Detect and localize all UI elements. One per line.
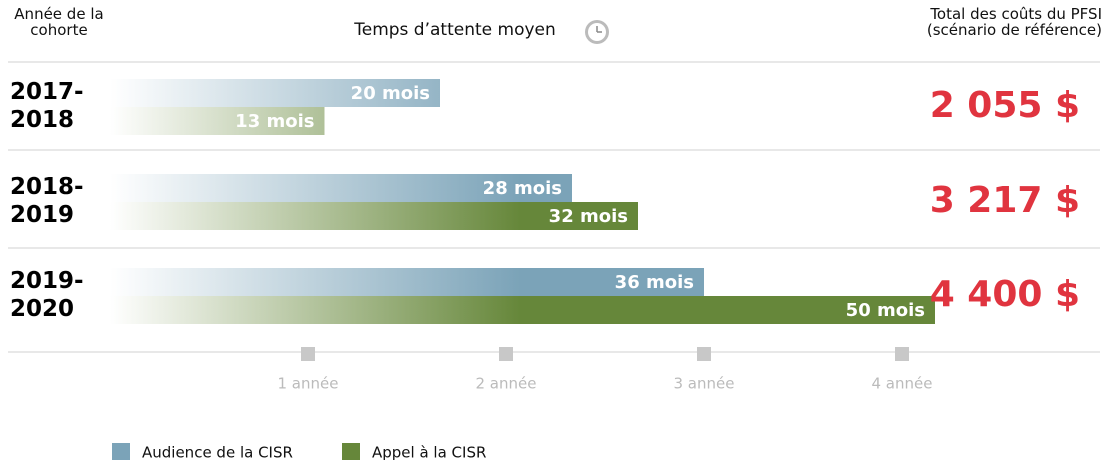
x-tick-label: 3 année (674, 375, 735, 393)
value-label: 13 mois (235, 111, 314, 132)
cohort-label: 2018-2019 (10, 174, 84, 228)
x-tick-label: 1 année (278, 375, 339, 393)
value-label: 36 mois (615, 272, 694, 293)
value-label: 50 mois (846, 300, 925, 321)
clock-icon (585, 20, 609, 44)
x-tick-label: 2 année (476, 375, 537, 393)
cohort-header: Année de la cohorte (14, 5, 104, 39)
bar (110, 79, 440, 107)
cost-label: 2 055 $ (930, 85, 1080, 126)
value-label: 32 mois (549, 206, 628, 227)
tick-mark (895, 347, 909, 361)
value-label: 28 mois (483, 178, 562, 199)
tick-mark (697, 347, 711, 361)
legend-label: Appel à la CISR (372, 444, 486, 460)
tick-mark (499, 347, 513, 361)
chart-title: Temps d’attente moyen (354, 20, 556, 40)
legend-label: Audience de la CISR (142, 444, 293, 460)
legend-swatch (112, 443, 130, 460)
cohort-label: 2017-2018 (10, 79, 84, 133)
cost-label: 4 400 $ (930, 274, 1080, 315)
cost-header: Total des coûts du PFSI (scénario de réf… (926, 5, 1102, 39)
bar (110, 202, 638, 230)
value-label: 20 mois (351, 83, 430, 104)
bar (110, 268, 704, 296)
bar (110, 174, 572, 202)
bar (110, 107, 325, 135)
cost-label: 3 217 $ (930, 180, 1080, 221)
legend-swatch (342, 443, 360, 460)
x-tick-label: 4 année (872, 375, 933, 393)
tick-mark (301, 347, 315, 361)
cohort-label: 2019-2020 (10, 268, 84, 322)
bar (110, 296, 935, 324)
